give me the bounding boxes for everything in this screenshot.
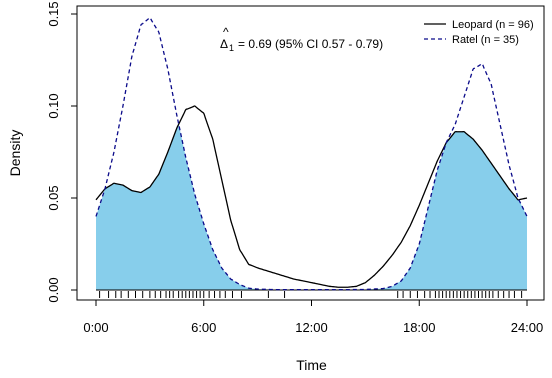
overlap-annotation: ^ Δ 1 = 0.69 (95% CI 0.57 - 0.79): [220, 25, 383, 53]
annotation-hat: ^: [223, 25, 229, 39]
y-tick-label: 0.10: [46, 93, 61, 118]
y-tick-label: 0.15: [46, 1, 61, 26]
x-tick-label: 18:00: [403, 320, 436, 335]
series-line-1: [95, 17, 528, 291]
axes: 0:00 6:00 12:00 18:00 24:00 0.00 0.05 0.10 0.15: [46, 1, 545, 335]
y-tick-label: 0.00: [46, 277, 61, 302]
legend: Leopard (n = 96) Ratel (n = 35): [424, 19, 534, 46]
plot-area: [95, 17, 528, 298]
series-line-0: [95, 105, 528, 288]
x-axis-title: Time: [296, 357, 327, 373]
legend-label-leopard: Leopard (n = 96): [452, 19, 534, 31]
overlap-area: [96, 124, 527, 290]
y-axis-title: Density: [7, 130, 23, 177]
rug: [99, 291, 523, 298]
annotation-text: = 0.69 (95% CI 0.57 - 0.79): [238, 37, 383, 51]
annotation-symbol: Δ: [220, 37, 228, 51]
y-tick-label: 0.05: [46, 185, 61, 210]
x-tick-label: 24:00: [511, 320, 544, 335]
x-tick-label: 12:00: [295, 320, 328, 335]
annotation-subscript: 1: [229, 43, 234, 53]
plot-frame: [76, 5, 545, 301]
x-tick-label: 6:00: [191, 320, 216, 335]
x-tick-label: 0:00: [83, 320, 108, 335]
legend-label-ratel: Ratel (n = 35): [452, 34, 519, 46]
